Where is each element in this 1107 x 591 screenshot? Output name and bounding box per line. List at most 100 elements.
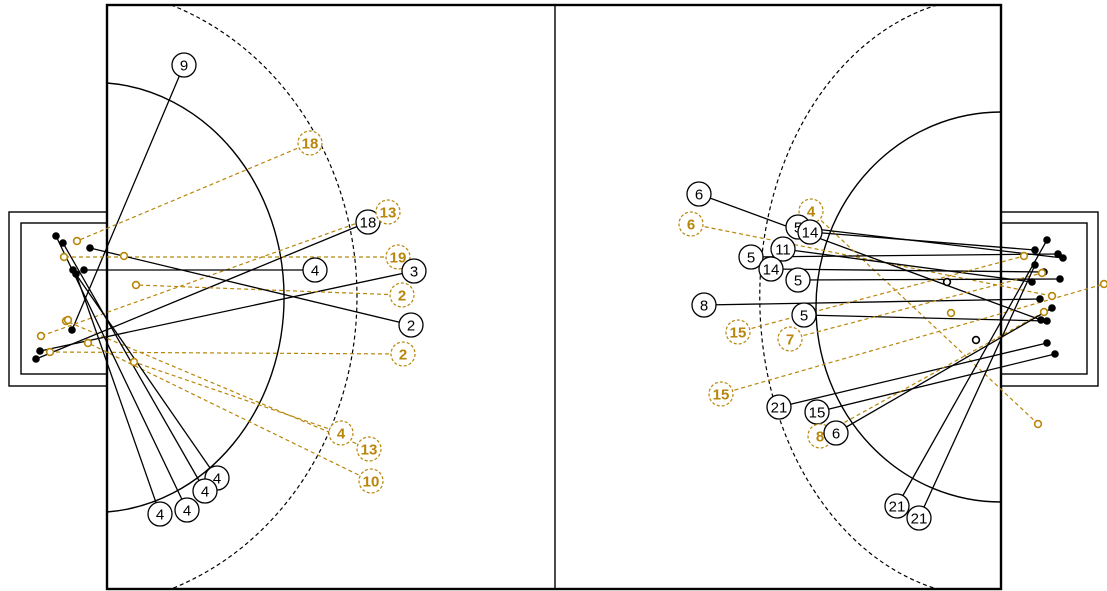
shot-end-marker <box>68 326 76 334</box>
player-number-label: 2 <box>399 347 407 364</box>
shot-line <box>835 307 1053 434</box>
player-number-label: 4 <box>807 204 816 221</box>
player-circle <box>147 501 173 527</box>
shot-line <box>39 270 415 352</box>
shot-line <box>797 226 1064 259</box>
player-circle <box>758 256 784 282</box>
player-circle <box>375 199 401 225</box>
player-number-label: 6 <box>687 217 695 234</box>
player-circle <box>766 394 792 420</box>
player-number-label: 14 <box>763 262 780 279</box>
player-circle <box>401 258 427 284</box>
shot-line <box>782 248 1033 283</box>
player-number-label: 4 <box>156 507 164 524</box>
shot-line <box>72 269 218 479</box>
player-circle <box>390 341 416 367</box>
shot-end-marker <box>1037 316 1045 324</box>
shot-origin: 2 <box>389 282 415 308</box>
player-circle <box>823 420 849 446</box>
shot-origin: 8 <box>691 292 717 318</box>
shot-end-marker <box>1019 251 1029 261</box>
player-circle <box>398 312 424 338</box>
player-circle <box>738 244 764 270</box>
player-circle <box>804 399 830 425</box>
player-number-label: 21 <box>911 511 928 528</box>
shot-end-marker <box>45 347 55 357</box>
shot-origin: 5 <box>791 302 817 328</box>
player-number-label: 13 <box>380 205 397 222</box>
extra-marker <box>942 277 952 287</box>
shot-end-marker <box>1033 419 1043 429</box>
shot-line <box>62 242 206 492</box>
player-circle <box>797 219 823 245</box>
player-circle <box>678 211 704 237</box>
player-number-label: 2 <box>407 318 415 335</box>
shot-end-marker <box>86 244 94 252</box>
shot-end-marker <box>1043 317 1051 325</box>
player-circle <box>358 468 384 494</box>
shot-end-marker <box>1099 279 1107 289</box>
shot-origin: 18 <box>297 130 323 156</box>
player-circle <box>691 292 717 318</box>
shot-line <box>40 211 389 337</box>
player-circle <box>356 436 382 462</box>
right-dashed-arc <box>759 4 938 590</box>
shot-end-marker <box>59 239 67 247</box>
shot-end-marker <box>1031 261 1039 269</box>
shot-origin: 7 <box>777 326 803 352</box>
shot-end-marker <box>52 232 60 240</box>
shot-line <box>75 273 161 515</box>
left-goal-area-arc <box>106 82 285 513</box>
player-number-label: 4 <box>337 426 346 443</box>
shot-end-marker <box>1031 246 1039 254</box>
player-number-label: 9 <box>180 58 188 75</box>
shot-end-marker <box>1056 275 1064 283</box>
shot-line <box>770 268 1045 273</box>
extra-marker <box>119 251 129 261</box>
player-number-label: 14 <box>802 225 819 242</box>
shot-origin: 19 <box>385 244 411 270</box>
shot-origin: 18 <box>355 209 381 235</box>
player-circle <box>906 505 932 531</box>
player-circle <box>328 420 354 446</box>
shot-end-marker <box>32 355 40 363</box>
extra-marker <box>971 335 981 345</box>
shot-end-marker <box>1048 304 1056 312</box>
shot-origin: 21 <box>884 493 910 519</box>
player-number-label: 10 <box>363 474 380 491</box>
shot-end-marker <box>1043 236 1051 244</box>
shot-origin: 13 <box>375 199 401 225</box>
player-number-label: 21 <box>889 499 906 516</box>
shot-end-marker <box>1028 278 1036 286</box>
player-circle <box>708 381 734 407</box>
right-goal-area-arc <box>815 111 1002 503</box>
player-number-label: 8 <box>816 429 824 446</box>
shot-line <box>750 253 1059 258</box>
shot-origin: 6 <box>823 420 849 446</box>
player-number-label: 5 <box>800 308 808 325</box>
player-number-label: 13 <box>361 442 378 459</box>
shot-line <box>778 342 1048 408</box>
shot-end-marker <box>72 270 80 278</box>
shot-origin: 3 <box>401 258 427 284</box>
shot-origin: 15 <box>725 319 751 345</box>
shot-line <box>816 353 1056 413</box>
shot-line <box>690 223 1053 297</box>
shot-end-marker <box>36 347 44 355</box>
player-circle <box>174 497 200 523</box>
shot-origin: 21 <box>766 394 792 420</box>
shot-line <box>698 193 1042 321</box>
player-number-label: 4 <box>201 484 209 501</box>
player-number-label: 6 <box>695 187 703 204</box>
shot-origin: 15 <box>708 381 734 407</box>
shot-end-marker <box>1039 307 1049 317</box>
player-circle <box>355 209 381 235</box>
shot-lines <box>35 64 1105 519</box>
shot-line <box>49 351 404 355</box>
shot-end-marker <box>1036 295 1044 303</box>
player-number-label: 3 <box>410 264 418 281</box>
shot-origin: 5 <box>785 267 811 293</box>
shot-end-marker <box>129 357 139 367</box>
shot-origin: 4 <box>147 501 173 527</box>
